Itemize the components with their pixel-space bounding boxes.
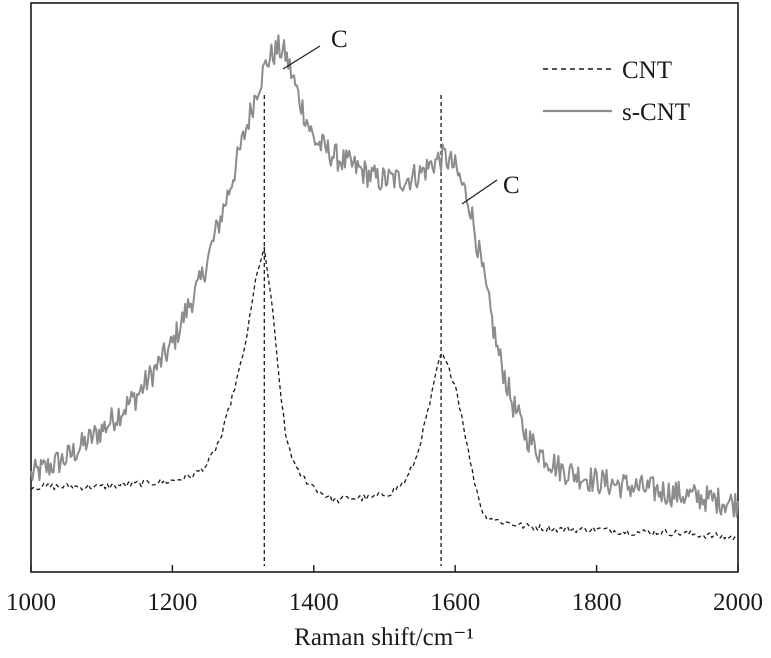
legend-label-cnt: CNT [622,57,672,84]
x-axis-tick-labels: 1000 1200 1400 1600 1800 2000 [6,589,763,616]
reference-lines [263,95,442,566]
annotation-label-2: C [503,172,520,199]
plot-frame [30,2,739,573]
x-tick-label-1600: 1600 [430,589,480,616]
annotation-leader-2 [461,179,498,205]
legend: CNT s-CNT [543,57,690,126]
x-axis-ticks [30,565,739,572]
legend-label-s-cnt: s-CNT [622,99,690,126]
x-tick-label-2000: 2000 [713,589,763,616]
x-tick-label-1400: 1400 [289,589,339,616]
annotation-label-1: C [331,26,348,53]
x-tick-label-1200: 1200 [147,589,197,616]
annotation-leader-1 [282,45,321,70]
x-tick-label-1800: 1800 [572,589,622,616]
series-line-s-cnt [30,34,739,518]
series-line-cnt [30,246,738,541]
x-tick-label-1000: 1000 [6,589,56,616]
series-layer [30,34,739,541]
x-axis-label: Raman shift/cm⁻¹ [294,624,474,651]
annotations: C C [282,26,520,205]
